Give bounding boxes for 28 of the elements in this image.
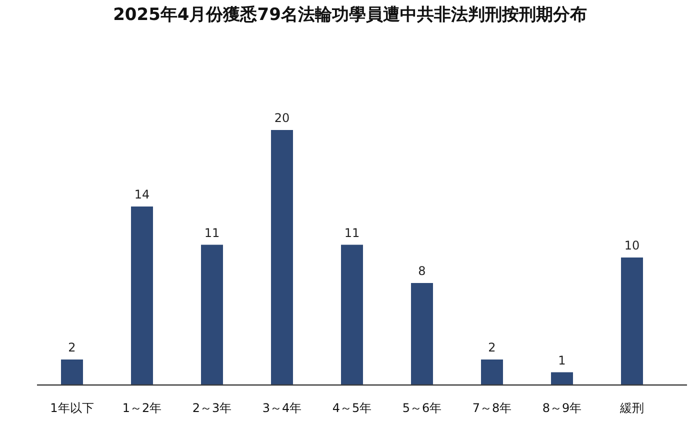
data-label: 11 [204,226,220,240]
bar [481,360,503,385]
chart-title: 2025年4月份獲悉79名法輪功學員遭中共非法判刑按刑期分布 [113,5,587,25]
data-label: 14 [134,188,150,202]
bar [411,283,433,385]
x-tick-label: 2～3年 [192,401,232,415]
x-tick-label: 緩刑 [619,401,644,415]
bar [61,360,83,385]
bar [201,244,223,385]
data-label: 2 [68,340,76,354]
bar [341,244,363,385]
data-label: 11 [344,226,360,240]
data-label: 1 [558,353,566,368]
bar [271,130,293,385]
data-label: 2 [488,340,496,354]
x-tick-label: 5～6年 [402,401,442,415]
x-tick-label: 8～9年 [542,401,582,415]
data-label: 20 [274,111,290,125]
bar [551,372,573,385]
x-tick-label: 4～5年 [332,401,372,415]
data-label: 8 [418,264,426,278]
x-tick-label: 1～2年 [122,401,162,415]
x-tick-label: 1年以下 [50,401,94,415]
bar [131,206,153,385]
data-label: 10 [624,238,640,252]
x-tick-label: 3～4年 [262,401,302,415]
bar [621,258,643,385]
x-tick-label: 7～8年 [472,401,512,415]
